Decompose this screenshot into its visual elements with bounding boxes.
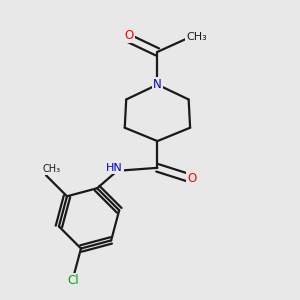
Text: Cl: Cl xyxy=(68,274,79,287)
Text: CH₃: CH₃ xyxy=(43,164,61,174)
Text: HN: HN xyxy=(106,164,123,173)
Text: O: O xyxy=(187,172,196,185)
Text: CH₃: CH₃ xyxy=(186,32,207,42)
Text: O: O xyxy=(124,29,134,42)
Text: N: N xyxy=(153,78,162,91)
